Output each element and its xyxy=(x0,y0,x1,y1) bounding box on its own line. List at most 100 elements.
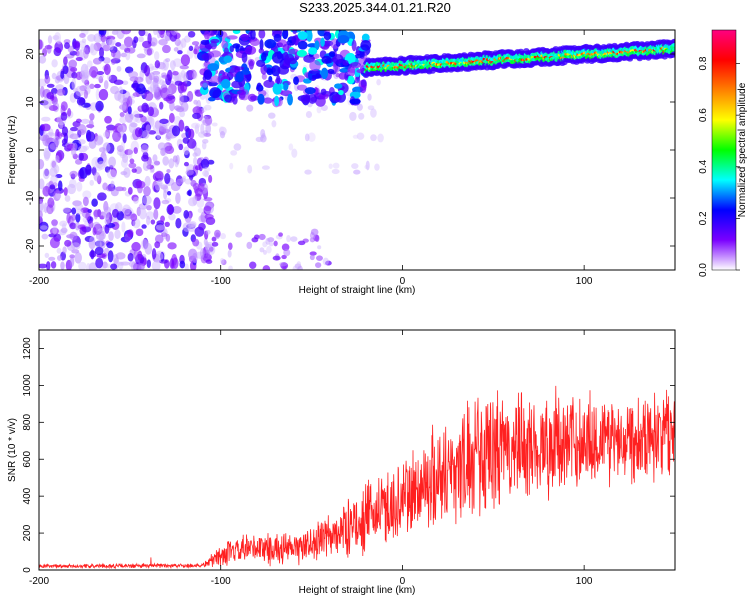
spectrogram-cell xyxy=(118,86,124,96)
spectrogram-cell xyxy=(296,84,308,91)
spectrogram-cell xyxy=(182,175,187,181)
spectrogram-cell xyxy=(103,210,110,221)
spectrogram-cell xyxy=(169,258,175,269)
spectrogram-cell xyxy=(104,217,111,225)
spectrogram-cell xyxy=(69,256,75,267)
spectrogram-cell xyxy=(308,47,318,55)
spectrogram-cell xyxy=(39,39,43,50)
spectrogram-cell xyxy=(344,71,349,81)
spectrogram-cell xyxy=(121,221,126,233)
spectrogram-cell xyxy=(124,111,134,123)
spectrogram-cell xyxy=(274,95,280,107)
spectrogram-cell xyxy=(353,169,361,175)
spectrogram-cell xyxy=(57,40,62,45)
spectrogram-cell xyxy=(102,57,111,64)
spectrogram-cell xyxy=(78,261,87,270)
spectrogram-cell xyxy=(297,265,303,270)
colorbar-tick-label: 0.2 xyxy=(698,211,709,225)
spectrogram-cell xyxy=(134,127,143,138)
spectrogram-cell xyxy=(108,156,116,168)
spectrogram-cell xyxy=(154,170,164,179)
spectrogram-cell xyxy=(197,131,206,138)
spectrogram-cell xyxy=(342,59,349,66)
spectrogram-cell xyxy=(180,54,191,67)
spectrogram-cell xyxy=(102,182,108,191)
spectrogram-cell xyxy=(351,163,359,169)
spectrogram-cell xyxy=(211,236,217,242)
spectrogram-cell xyxy=(296,261,302,267)
spectrogram-cell xyxy=(41,116,51,122)
spectrogram-cell xyxy=(321,55,332,65)
spectrogram-cell xyxy=(119,89,127,95)
spectrogram-cell xyxy=(70,242,81,250)
spectrogram-cell xyxy=(54,32,62,44)
spectrogram-cell xyxy=(199,80,209,88)
spectrogram-cell xyxy=(165,58,171,63)
spectrogram-cell xyxy=(67,108,72,117)
spectrogram-cell xyxy=(153,208,159,220)
spectrogram-cell xyxy=(89,236,96,246)
spectrogram-cell xyxy=(168,158,175,169)
spectrogram-cell xyxy=(258,233,266,241)
spectrogram-cell xyxy=(75,212,81,223)
spectrogram-cell xyxy=(179,65,189,70)
spectrogram-cell xyxy=(194,44,200,55)
spectrogram-cell xyxy=(50,261,57,269)
spectrogram-cell xyxy=(75,85,85,97)
spectrogram-cell xyxy=(135,263,146,270)
spectrogram-cell xyxy=(171,205,182,214)
spectrogram-cell xyxy=(230,150,238,156)
spectrogram-cell xyxy=(155,224,166,231)
spectrogram-cell xyxy=(52,225,58,235)
spectrogram-cell xyxy=(258,30,266,39)
spectrogram-cell xyxy=(57,180,63,192)
spectrogram-cell xyxy=(246,104,254,112)
spectrogram-cell xyxy=(338,89,344,96)
spectrogram-cell xyxy=(71,207,77,215)
spectrogram-cell xyxy=(304,87,316,95)
spectrogram-cell xyxy=(115,42,122,47)
spectrogram-cell xyxy=(95,88,100,101)
spectrogram-cell xyxy=(161,199,170,205)
spectrogram-cell xyxy=(272,255,281,261)
spectrogram-cell xyxy=(288,48,299,55)
spectrogram-cell xyxy=(317,245,322,250)
spectrogram-cell xyxy=(62,65,69,75)
spectrogram-cell xyxy=(205,229,211,235)
snr-frame xyxy=(38,329,676,571)
spectrogram-cell xyxy=(40,225,48,230)
spectrogram-cell xyxy=(231,80,243,89)
spectrogram-cell xyxy=(93,33,102,44)
spectrogram-cell xyxy=(227,242,233,250)
spectrogram-cell xyxy=(60,261,65,270)
spectrogram-cell xyxy=(39,205,47,213)
spectrogram-cell xyxy=(192,152,198,158)
spectrogram-cell xyxy=(106,263,111,269)
spectrogram-cell xyxy=(347,65,356,77)
spectrogram-cell xyxy=(261,73,267,80)
spectrogram-cell xyxy=(100,34,107,43)
spectrogram-cell xyxy=(205,249,210,257)
spectrogram-cell xyxy=(331,168,340,175)
spectrogram-cell xyxy=(209,87,222,99)
spectrogram-cell xyxy=(250,30,256,40)
spectrogram-cell xyxy=(349,111,357,121)
spectrogram-cell xyxy=(60,112,68,121)
spectrogram-cell xyxy=(144,91,154,102)
spectrogram-cell xyxy=(138,36,144,43)
spectrogram-cell xyxy=(200,248,205,259)
spectrogram-cell xyxy=(315,262,322,268)
spectrogram-cell xyxy=(44,74,51,84)
spectrogram-cell xyxy=(48,104,58,111)
snr-y-tick-label: 200 xyxy=(22,524,33,541)
spectrogram-cell xyxy=(671,38,675,44)
spectrogram-cell xyxy=(44,44,53,50)
spectrogram-cell xyxy=(282,44,290,52)
spectrogram-cell xyxy=(43,147,51,160)
spectrogram-cell xyxy=(93,135,104,146)
spectrogram-cell xyxy=(106,38,116,46)
spectrogram-cell xyxy=(159,30,165,39)
spectrogram-cell xyxy=(198,222,206,231)
spectrogram-cell xyxy=(315,72,321,79)
spectrogram-cell xyxy=(173,47,179,52)
